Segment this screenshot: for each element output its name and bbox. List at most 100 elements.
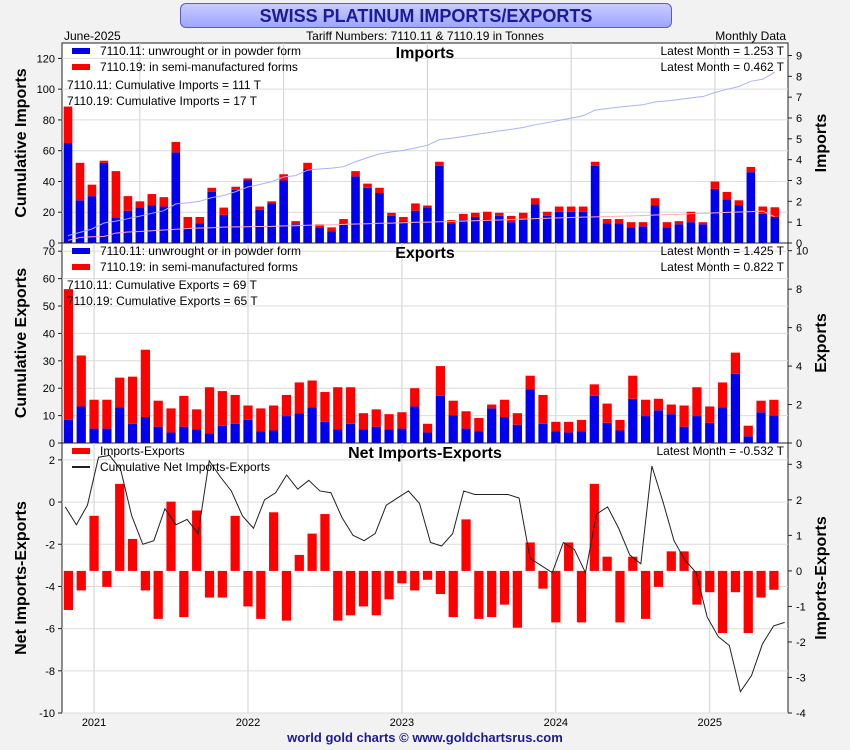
bar-unwrought [166,432,176,443]
bar-semi-manufactured [602,403,612,423]
bar-semi-manufactured [217,391,227,426]
bar-net-imports-exports [743,570,753,634]
bar-unwrought [204,433,215,443]
y-tick-label-left: 70 [43,246,55,258]
bar-net-imports-exports [551,570,561,623]
bar-semi-manufactured [730,352,741,374]
bar-net-imports-exports [397,570,407,584]
bar-semi-manufactured [743,425,753,437]
bar-unwrought [705,422,715,443]
y-tick-label-right: 0 [796,238,802,250]
y-tick-label-right: 6 [796,113,802,125]
bar-unwrought [147,205,157,243]
bar-unwrought [686,222,696,243]
bar-semi-manufactured [375,187,384,193]
bar-net-imports-exports [448,570,458,618]
y-tick-label-right: 4 [796,155,802,167]
bar-semi-manufactured [551,421,561,432]
latest-month-note: Latest Month = 1.425 T [660,244,784,258]
bar-unwrought [494,215,504,243]
cumulative-line [67,71,776,237]
bar-semi-manufactured [76,355,86,407]
bar-semi-manufactured [371,409,381,427]
bar-unwrought [576,431,587,443]
bar-unwrought [327,231,336,243]
bar-unwrought [115,407,125,443]
bar-net-imports-exports [179,570,189,618]
bar-semi-manufactured [626,222,636,228]
bar-semi-manufactured [471,212,480,217]
bar-unwrought [315,227,324,243]
panel-title: Net Imports-Exports [348,445,502,462]
bar-unwrought [474,431,484,443]
bar-semi-manufactured [179,395,189,427]
latest-month-note: Latest Month = 0.822 T [660,260,784,274]
bar-unwrought [518,219,528,243]
y-tick-label-left: 0 [49,497,55,509]
y-tick-label-left: 50 [43,301,55,313]
bar-unwrought [758,213,768,243]
bar-net-imports-exports [217,570,227,598]
bar-net-imports-exports [76,570,86,591]
bar-semi-manufactured [435,161,444,166]
legend-label: 7110.11: unwrought or in powder form [100,44,301,58]
bar-net-imports-exports [102,570,112,587]
bar-unwrought [542,215,552,243]
bar-unwrought [743,436,753,443]
y-tick-label-left: 2 [49,455,55,467]
x-tick-label: 2023 [390,717,414,729]
bar-unwrought [217,425,227,443]
bar-unwrought [63,419,74,443]
y-axis-label-right: Exports [813,313,830,373]
bar-semi-manufactured [518,212,528,220]
legend-swatch [72,264,90,270]
bar-unwrought [538,423,548,443]
bar-unwrought [76,406,86,443]
bar-net-imports-exports [666,551,676,571]
bar-net-imports-exports [730,570,741,593]
bar-unwrought [525,389,535,443]
bar-unwrought [578,211,588,243]
bar-semi-manufactured [692,387,702,417]
bar-net-imports-exports [769,570,779,590]
bar-unwrought [387,215,396,243]
bar-semi-manufactured [542,211,552,216]
bar-unwrought [140,417,150,443]
y-tick-label-right: 2 [796,196,802,208]
bar-semi-manufactured [769,399,779,416]
y-tick-label-right: -3 [796,672,806,684]
bar-net-imports-exports [564,542,574,571]
bar-unwrought [602,422,612,443]
bar-semi-manufactured [358,413,369,430]
bar-net-imports-exports [756,570,766,598]
y-tick-label-right: 0 [796,438,802,450]
bar-unwrought [135,207,145,243]
bar-unwrought [256,431,266,443]
bar-semi-manufactured [243,178,253,181]
panel-imports: 0 20 40 60 80 100 120 0 1 2 3 4 5 6 7 8 9 Cumulative Impo… [13,42,830,250]
bar-semi-manufactured [474,418,484,432]
bar-unwrought [506,222,516,243]
bar-unwrought [435,165,444,243]
bar-semi-manufactured [530,198,540,205]
bar-semi-manufactured [111,171,121,218]
y-tick-label-left: 40 [43,176,55,188]
bar-semi-manufactured [294,382,304,414]
bar-net-imports-exports [307,533,317,571]
y-tick-label-left: -6 [45,624,55,636]
bar-net-imports-exports [89,515,99,571]
bar-unwrought [192,429,202,443]
legend-swatch [72,64,90,70]
bar-unwrought [307,407,317,443]
bar-semi-manufactured [363,183,372,188]
bar-net-imports-exports [615,570,625,623]
bar-net-imports-exports [333,570,343,621]
bar-unwrought [363,187,372,243]
bar-semi-manufactured [303,162,312,170]
bar-semi-manufactured [135,201,145,208]
panel-net-imports-exports: 2021 2022 2023 2024 2025-10-8-6-4-202-4-3-2-… [13,442,830,729]
legend-swatch [72,48,90,54]
bar-semi-manufactured [159,197,169,207]
bar-unwrought [371,426,381,443]
bar-semi-manufactured [63,289,74,420]
